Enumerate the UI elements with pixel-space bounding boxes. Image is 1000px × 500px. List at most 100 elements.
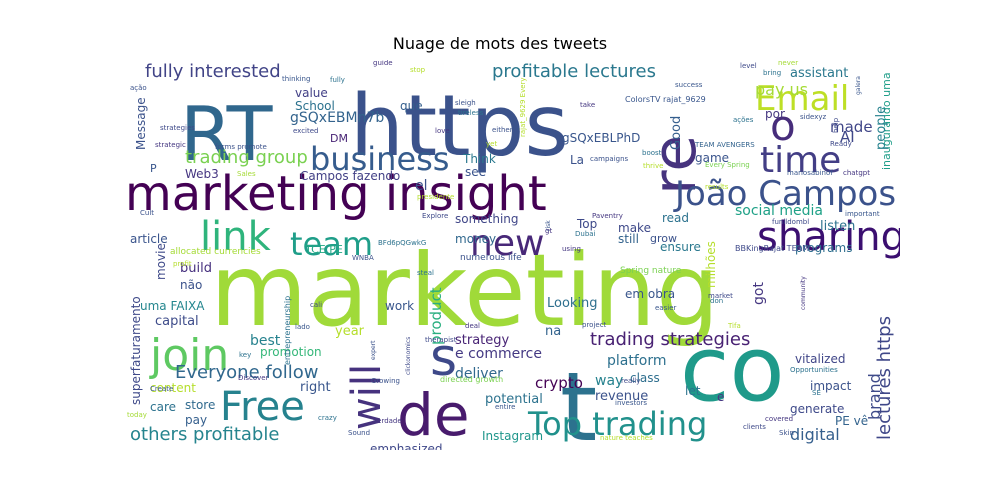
word-s: s xyxy=(430,328,457,388)
word-free: Free xyxy=(220,384,305,430)
word-cali: cali xyxy=(310,301,322,309)
word-crazy: crazy xyxy=(318,414,337,422)
word-sales: Sales xyxy=(237,170,256,178)
word-rajat-9629-every: rajat_9629 Every xyxy=(519,77,527,137)
word-revenue: revenue xyxy=(595,389,648,404)
word-help: help xyxy=(832,117,840,133)
word-take: take xyxy=(580,101,595,109)
word-clients: clients xyxy=(743,423,766,431)
word-generate: generate xyxy=(790,402,844,416)
word-ensure: ensure xyxy=(660,240,701,254)
word-make: make xyxy=(618,221,651,235)
word-expert: expert xyxy=(370,340,377,360)
word-platform: platform xyxy=(607,353,667,369)
word-numerous-life: numerous life xyxy=(460,253,522,263)
word-love: love xyxy=(435,127,450,135)
word-content: content xyxy=(150,381,196,395)
word-pay: pay xyxy=(185,413,207,427)
word-excited: excited xyxy=(293,127,319,135)
word-steal: steal xyxy=(417,269,434,277)
word-trading-strategies: trading strategies xyxy=(590,329,750,350)
word-got: got xyxy=(751,282,767,305)
word-easier: easier xyxy=(655,304,676,312)
word-made: made xyxy=(830,118,873,136)
word-will: will xyxy=(344,364,390,430)
word-sidexyz: sidexyz xyxy=(800,113,827,121)
word-dubai: Dubai xyxy=(575,230,596,238)
word-tireless: tireless xyxy=(458,109,484,117)
word-important: important xyxy=(845,210,880,218)
word-read: read xyxy=(662,211,689,225)
word-clickonomics: clickonomics xyxy=(405,337,412,375)
word-nature-teaches: nature teaches xyxy=(600,434,653,442)
word-a-o: ação xyxy=(130,84,147,92)
word-opportunities: Opportunities xyxy=(790,366,838,374)
word-really: really xyxy=(621,377,640,385)
word-trading-group: trading group xyxy=(185,147,308,168)
word-capital: capital xyxy=(155,314,199,329)
word-listen: listen xyxy=(820,219,855,234)
word-directed-growth: directed growth xyxy=(440,375,503,384)
word-new: new xyxy=(470,223,544,264)
word-uma-faixa: uma FAIXA xyxy=(140,299,205,313)
word-o: o xyxy=(770,101,796,150)
word-co: co xyxy=(680,317,785,422)
word-el: el xyxy=(415,178,428,194)
word-don: don xyxy=(710,297,723,305)
word-people: people xyxy=(874,106,889,150)
word-thrive: thrive xyxy=(643,162,663,170)
word-fully: fully xyxy=(330,76,345,84)
word-em-obra: em obra xyxy=(625,287,675,301)
word-way: way xyxy=(595,373,623,389)
word-stop: stop xyxy=(410,66,426,74)
word-pe-v: PE vê xyxy=(835,414,868,428)
word-sleigh: sleigh xyxy=(455,99,476,107)
word-growing: Growing xyxy=(371,377,400,385)
word-sound: Sound xyxy=(348,429,370,437)
word-team-avengers: TEAM AVENGERS xyxy=(694,141,755,149)
word-see: see xyxy=(465,165,486,179)
word-programs: programs xyxy=(795,241,852,255)
word-therapist: therapist xyxy=(425,336,457,344)
word-skin: Skin xyxy=(779,429,794,437)
word-funildombl: funildombl xyxy=(772,218,809,226)
word-covered: covered xyxy=(765,415,793,423)
word-class: class xyxy=(630,371,660,385)
word-promotion: promotion xyxy=(260,345,322,359)
word-dm: DM xyxy=(330,132,348,145)
word-level: level xyxy=(740,62,757,70)
word-still: still xyxy=(618,232,639,246)
word-instagram: Instagram xyxy=(482,429,543,443)
word-today: today xyxy=(127,411,147,419)
word-presidente: presidente xyxy=(417,193,454,201)
word-entrepreneurship: entrepreneurship xyxy=(283,296,292,365)
word-cult: Cult xyxy=(140,209,154,217)
word-bfd6pqgwkg: BFd6pQGwkG xyxy=(378,239,426,247)
word-e-commerce: e commerce xyxy=(455,346,542,362)
word-something: something xyxy=(455,212,519,226)
word-galera: galera xyxy=(855,76,862,95)
word-que: que xyxy=(400,99,423,113)
word-either: either xyxy=(492,126,513,134)
word-work: work xyxy=(385,299,414,313)
word-n-o: não xyxy=(180,278,202,292)
word-jo-o-campos: João Campos xyxy=(673,174,896,214)
word-using: using xyxy=(562,245,581,253)
word-good: Good xyxy=(669,116,684,150)
word-profit: profit xyxy=(173,260,192,268)
word-right: right xyxy=(300,380,331,395)
word-results: results xyxy=(705,183,729,191)
word-campos-fazendo: Campos fazendo xyxy=(300,169,400,183)
word-movie: movie xyxy=(154,243,168,280)
word-pay-us: pay us xyxy=(755,80,808,99)
word-assistant: assistant xyxy=(790,66,848,81)
word-la: La xyxy=(570,153,584,167)
word-entire: entire xyxy=(495,403,515,411)
word-allocated-currencies: allocated currencies xyxy=(170,247,261,257)
word-de: de xyxy=(397,381,470,449)
word-top: Top xyxy=(576,217,597,231)
word-thinking: thinking xyxy=(282,75,310,83)
word-a-es: ações xyxy=(733,116,754,124)
word-web3: Web3 xyxy=(185,167,219,181)
